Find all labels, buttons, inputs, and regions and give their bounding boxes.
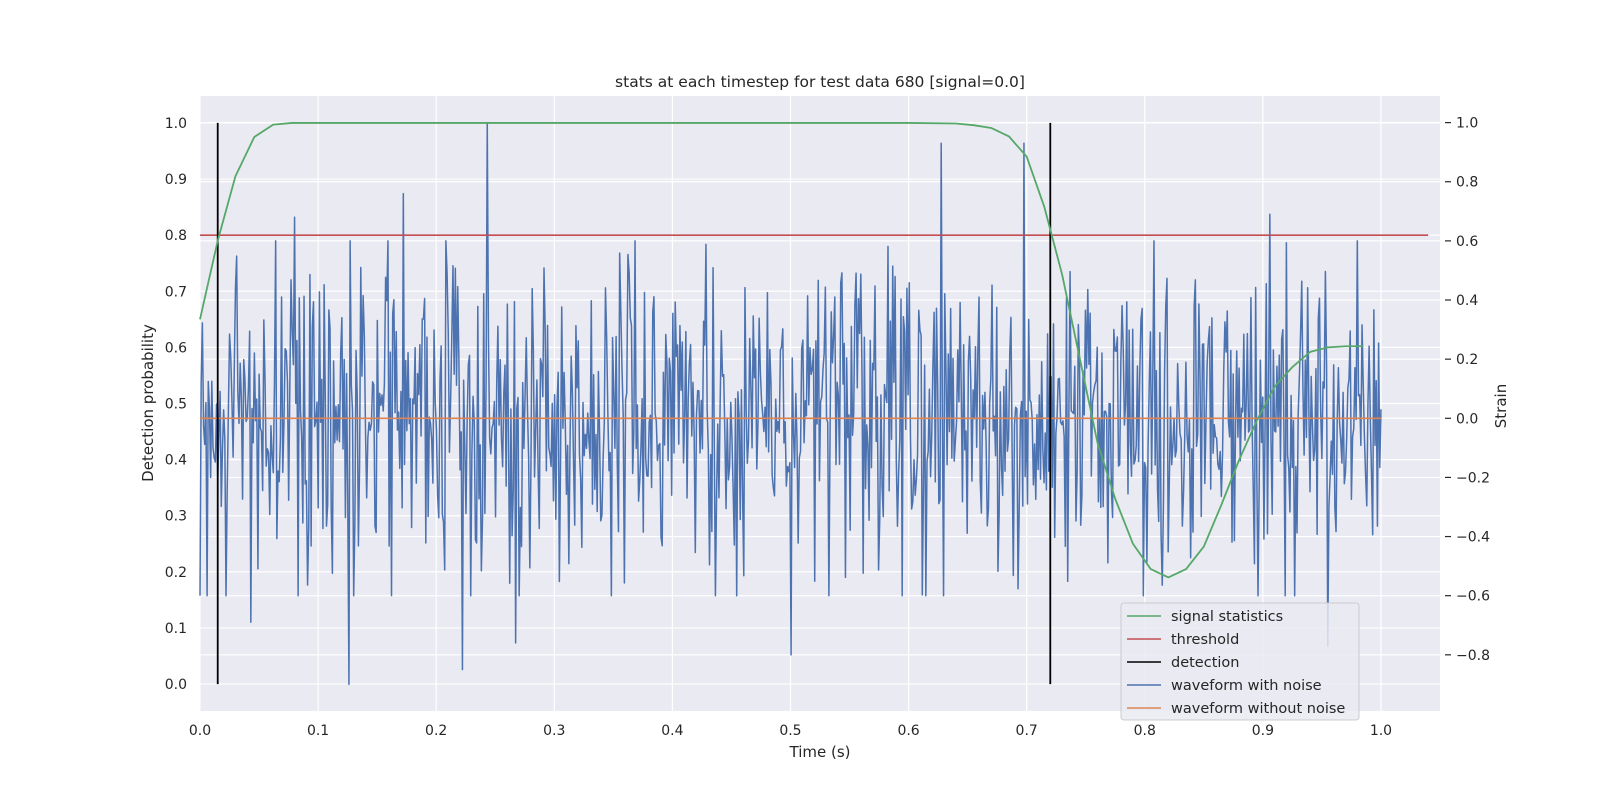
ticks: 0.0 0.1 0.2 0.3 0.4 0.5 0.6 0.7 0.8 0.9 1.0 0.0 0.1 0… [165,116,1490,739]
x-tick-label: 0.1 [307,723,329,739]
y-tick-label: 0.0 [165,677,187,693]
y-tick-label: 0.5 [165,397,187,413]
y-tick-label: 0.7 [165,284,187,300]
series-waveform-with-noise-line [199,121,1382,686]
y2-axis-label: Strain [1492,384,1510,428]
x-tick-label: 0.6 [897,723,919,739]
legend-label-detection: detection [1171,655,1239,671]
x-tick-label: 1.0 [1370,723,1392,739]
x-tick-label: 0.5 [779,723,801,739]
y2-tick-label: −0.2 [1456,470,1490,486]
legend-box [1120,602,1360,721]
y-tick-label: 0.1 [165,621,187,637]
x-tick-label: 0.0 [189,723,211,739]
x-tick-label: 0.7 [1016,723,1038,739]
y-tick-label: 0.2 [165,565,187,581]
series-signal-statistics-line [199,122,1364,579]
x-tick-label: 0.2 [425,723,447,739]
x-tick-label: 0.4 [661,723,683,739]
y2-tick-label: 0.4 [1456,293,1478,309]
y2-tick-label: 0.2 [1456,352,1478,368]
y-tick-label: 0.9 [165,172,187,188]
y2-tick-label: −0.8 [1456,648,1490,664]
y2-tick-label: −0.6 [1456,589,1490,605]
chart-title: stats at each timestep for test data 680… [615,73,1025,91]
plot-area [199,121,1429,686]
y-tick-label: 0.6 [165,340,187,356]
legend-label-waveform-without-noise: waveform without noise [1171,701,1345,717]
x-tick-label: 0.9 [1252,723,1274,739]
y-axis-label: Detection probability [139,324,157,482]
y-tick-label: 1.0 [165,116,187,132]
legend: signal statistics threshold detection wa… [1120,602,1360,721]
x-tick-label: 0.8 [1134,723,1156,739]
y2-tick-label: 0.0 [1456,411,1478,427]
y2-tick-label: −0.4 [1456,530,1490,546]
y2-tick-label: 0.6 [1456,234,1478,250]
y2-tick-label: 0.8 [1456,175,1478,191]
y2-tick-label: 1.0 [1456,116,1478,132]
y-tick-label: 0.8 [165,228,187,244]
legend-label-threshold: threshold [1171,632,1239,648]
legend-label-signal-statistics: signal statistics [1171,609,1283,625]
x-axis-label: Time (s) [789,743,851,761]
x-tick-label: 0.3 [543,723,565,739]
y-tick-label: 0.3 [165,509,187,525]
y-tick-label: 0.4 [165,453,187,469]
legend-label-waveform-with-noise: waveform with noise [1171,678,1322,694]
